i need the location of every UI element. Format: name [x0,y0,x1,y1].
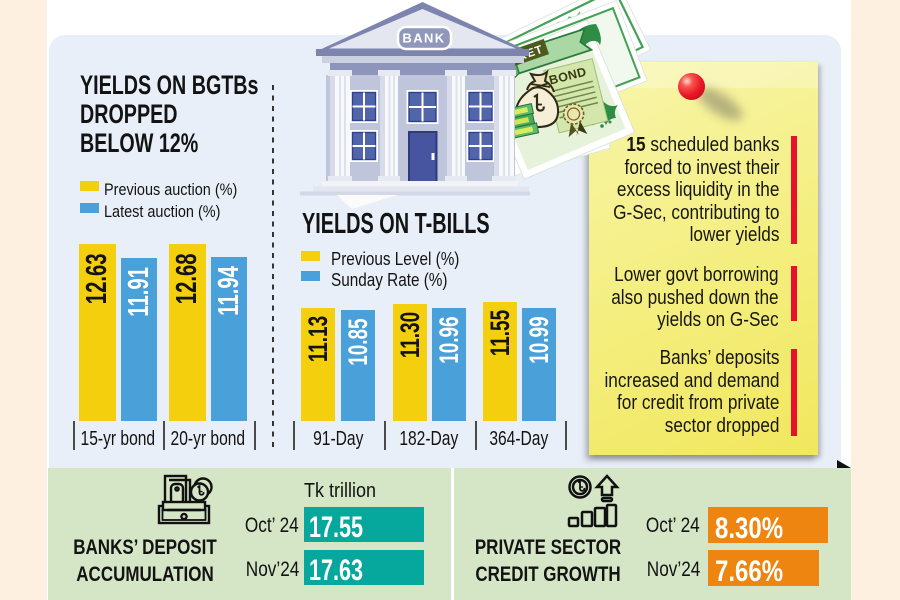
svg-text:BANK: BANK [402,31,445,46]
